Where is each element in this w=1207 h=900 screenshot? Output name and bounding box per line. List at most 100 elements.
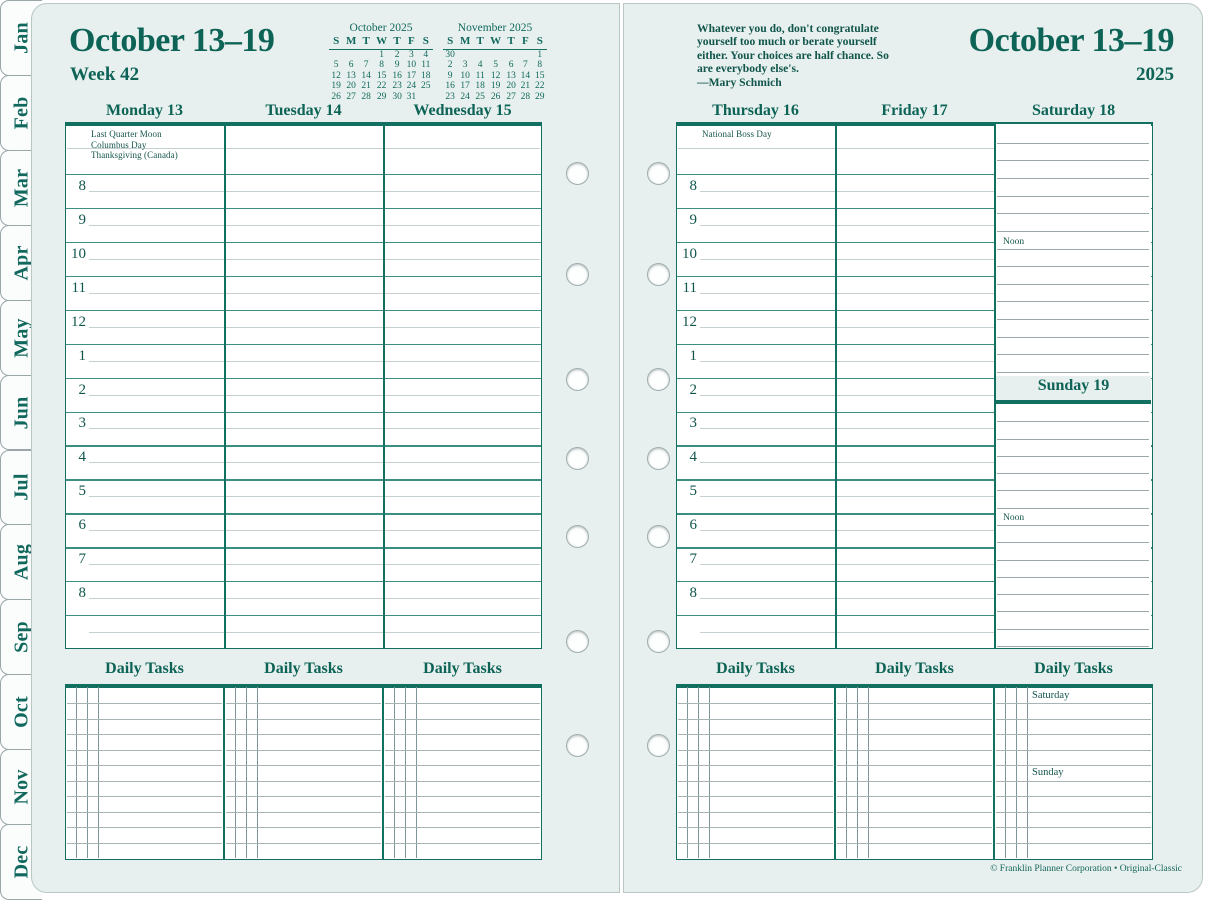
mini-calendar-day[interactable]: [473, 50, 487, 61]
mini-calendar-day[interactable]: 11: [421, 60, 431, 71]
mini-calendar-day[interactable]: 4: [477, 60, 483, 71]
mini-calendar-day[interactable]: 14: [361, 70, 371, 81]
task-rule: [226, 734, 381, 736]
mini-calendar-day[interactable]: 19: [490, 81, 501, 92]
mini-calendar-day[interactable]: 20: [506, 81, 516, 92]
mini-calendar-day[interactable]: [457, 50, 473, 61]
daily-tasks-box[interactable]: [65, 684, 224, 860]
mini-calendar-day[interactable]: 26: [331, 91, 341, 102]
mini-calendar-day[interactable]: 7: [523, 60, 528, 71]
mini-calendar-day[interactable]: 5: [333, 60, 339, 71]
mini-calendar-rule: [329, 47, 433, 50]
mini-calendar-day[interactable]: 24: [460, 91, 470, 102]
task-rule: [678, 765, 833, 767]
mini-calendar-day[interactable]: 17: [406, 70, 417, 81]
mini-calendar-day[interactable]: 2: [394, 50, 400, 60]
mini-calendar-day[interactable]: 31: [406, 91, 417, 102]
mini-calendar-day[interactable]: 30: [445, 50, 455, 60]
appointment-grid-box[interactable]: [65, 122, 542, 649]
right-planner-page: Whatever you do, don't congratulate your…: [623, 3, 1203, 893]
mini-calendar-day[interactable]: [359, 50, 373, 61]
mini-calendar-weekday: S: [422, 35, 429, 47]
mini-calendar-day[interactable]: 23: [445, 91, 455, 102]
hour-rule: [677, 411, 1152, 413]
mini-calendar-day[interactable]: 7: [363, 60, 369, 71]
mini-calendar-day[interactable]: 23: [392, 81, 402, 92]
daily-tasks-box[interactable]: [383, 684, 542, 860]
mini-calendar-day[interactable]: 27: [506, 91, 516, 102]
mini-calendar-day[interactable]: 8: [537, 60, 543, 71]
mini-calendar-day[interactable]: 28: [520, 91, 531, 102]
mini-calendar-day[interactable]: 20: [346, 81, 356, 92]
mini-calendar-day[interactable]: 22: [535, 81, 545, 92]
mini-calendar-day[interactable]: 26: [490, 91, 501, 102]
mini-calendar-day[interactable]: [419, 92, 433, 102]
mini-calendar-day[interactable]: 28: [361, 91, 371, 102]
mini-calendar-day[interactable]: 29: [376, 91, 387, 102]
mini-calendar-day[interactable]: 25: [475, 91, 485, 102]
mini-calendar-day[interactable]: 15: [376, 70, 387, 81]
mini-calendar-weekday: W: [490, 35, 502, 47]
mini-calendar-day[interactable]: 10: [406, 60, 417, 71]
mini-calendar-day[interactable]: 12: [490, 70, 501, 81]
mini-calendar-day[interactable]: [518, 50, 532, 61]
mini-calendar-day[interactable]: 10: [460, 70, 470, 81]
mini-calendar-day[interactable]: 21: [361, 81, 371, 92]
mini-calendar-day[interactable]: 16: [392, 70, 402, 81]
mini-calendar-day[interactable]: 27: [346, 91, 356, 102]
mini-calendar-day[interactable]: 8: [379, 60, 384, 71]
task-rule: [996, 842, 1151, 844]
mini-calendar-day[interactable]: 18: [475, 81, 485, 92]
mini-calendar-day[interactable]: [343, 50, 359, 61]
task-rule: [226, 703, 381, 705]
mini-calendar-day[interactable]: 25: [421, 81, 431, 92]
hour-number: 6: [78, 517, 87, 534]
mini-calendar-day[interactable]: 18: [421, 70, 431, 81]
daily-tasks-box[interactable]: [676, 684, 835, 860]
mini-calendar-day[interactable]: 30: [392, 91, 402, 102]
half-hour-rule: [700, 428, 1151, 430]
mini-calendar-day[interactable]: 6: [348, 60, 354, 71]
daily-tasks-box[interactable]: [224, 684, 383, 860]
mini-calendar-day[interactable]: 24: [406, 81, 417, 92]
task-rule: [67, 827, 222, 829]
half-hour-rule: [700, 326, 1151, 328]
mini-calendar-day[interactable]: 17: [460, 81, 470, 92]
mini-calendar-day[interactable]: 13: [346, 70, 356, 81]
mini-calendar-day[interactable]: 21: [520, 81, 531, 92]
mini-calendar-day[interactable]: 13: [506, 70, 516, 81]
mini-calendar-day[interactable]: 4: [423, 50, 429, 60]
mini-calendar-day[interactable]: [487, 50, 504, 61]
task-marker-column: [416, 687, 417, 858]
mini-calendar-day[interactable]: 12: [331, 70, 341, 81]
task-rule: [385, 842, 540, 844]
mini-calendar-day[interactable]: 5: [493, 60, 498, 71]
daily-tasks-box[interactable]: [835, 684, 994, 860]
task-rule: [385, 749, 540, 751]
mini-calendar-day[interactable]: 29: [535, 91, 545, 102]
mini-calendar-day[interactable]: 1: [537, 50, 543, 60]
mini-calendar-day[interactable]: 16: [445, 81, 455, 92]
mini-calendar-day[interactable]: 22: [376, 81, 387, 92]
mini-calendar-day[interactable]: 3: [462, 60, 468, 71]
mini-calendar-day[interactable]: 11: [475, 70, 485, 81]
event-text: Last Quarter Moon: [91, 129, 162, 139]
task-marker-column: [868, 687, 869, 858]
mini-calendar-day[interactable]: 14: [520, 70, 531, 81]
mini-calendar-weekday: T: [507, 35, 515, 47]
mini-calendar-day[interactable]: 19: [331, 81, 341, 92]
mini-calendar-day[interactable]: 9: [447, 70, 453, 81]
mini-calendar-day[interactable]: 6: [508, 60, 514, 71]
hour-number: 1: [689, 347, 698, 364]
mini-calendar-day[interactable]: 1: [379, 50, 384, 60]
mini-calendar-table: S M T W T F S 30 1 2 3 4 5 6 7 8 9 10 11 12 13 14 15 16 17 18 19 20…: [443, 35, 547, 102]
mini-calendar-day[interactable]: 15: [535, 70, 545, 81]
mini-calendar-day[interactable]: [329, 50, 343, 61]
task-rule: [67, 765, 222, 767]
mini-calendar-day[interactable]: [504, 50, 518, 61]
noon-label: Noon: [1003, 236, 1025, 247]
mini-calendar-day[interactable]: 2: [447, 60, 453, 71]
mini-calendar-day[interactable]: 9: [394, 60, 400, 71]
mini-calendar-day[interactable]: 3: [409, 50, 414, 60]
daily-tasks-box[interactable]: [994, 684, 1153, 860]
